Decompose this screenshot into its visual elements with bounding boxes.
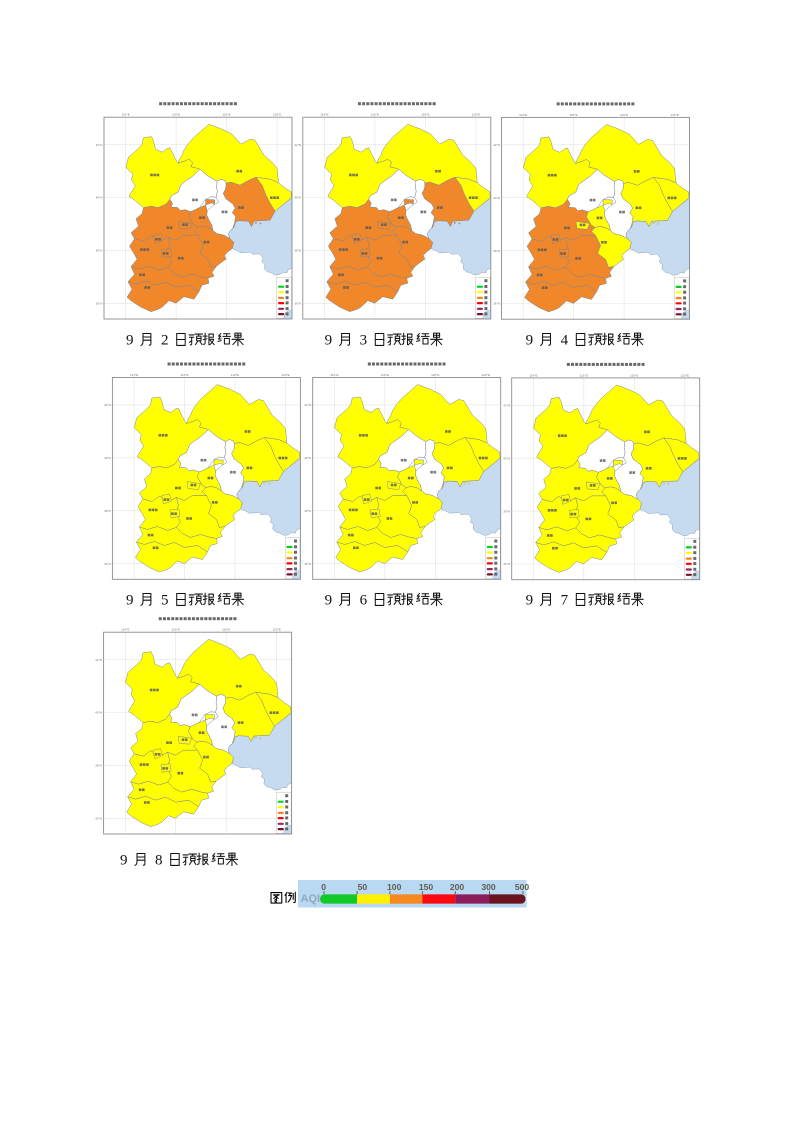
svg-text:300: 300 xyxy=(481,882,496,892)
svg-text:9: 9 xyxy=(120,853,128,869)
svg-text:2: 2 xyxy=(161,333,169,349)
svg-text:6: 6 xyxy=(360,593,368,609)
svg-text:5: 5 xyxy=(161,593,169,609)
svg-text:9: 9 xyxy=(126,333,134,349)
svg-text:4: 4 xyxy=(561,333,569,349)
svg-text:9: 9 xyxy=(325,333,333,349)
svg-text:9: 9 xyxy=(526,333,534,349)
svg-text:9: 9 xyxy=(325,593,333,609)
svg-text:9: 9 xyxy=(526,593,534,609)
svg-text:200: 200 xyxy=(450,882,465,892)
svg-text:8: 8 xyxy=(155,853,163,869)
svg-text:150: 150 xyxy=(419,882,434,892)
svg-text:9: 9 xyxy=(126,593,134,609)
svg-text:100: 100 xyxy=(387,882,402,892)
svg-text:7: 7 xyxy=(561,593,569,609)
svg-text:500: 500 xyxy=(515,882,530,892)
svg-text:AQI: AQI xyxy=(301,893,321,905)
svg-text:50: 50 xyxy=(358,882,368,892)
svg-text:3: 3 xyxy=(360,333,368,349)
svg-text:0: 0 xyxy=(321,882,326,892)
